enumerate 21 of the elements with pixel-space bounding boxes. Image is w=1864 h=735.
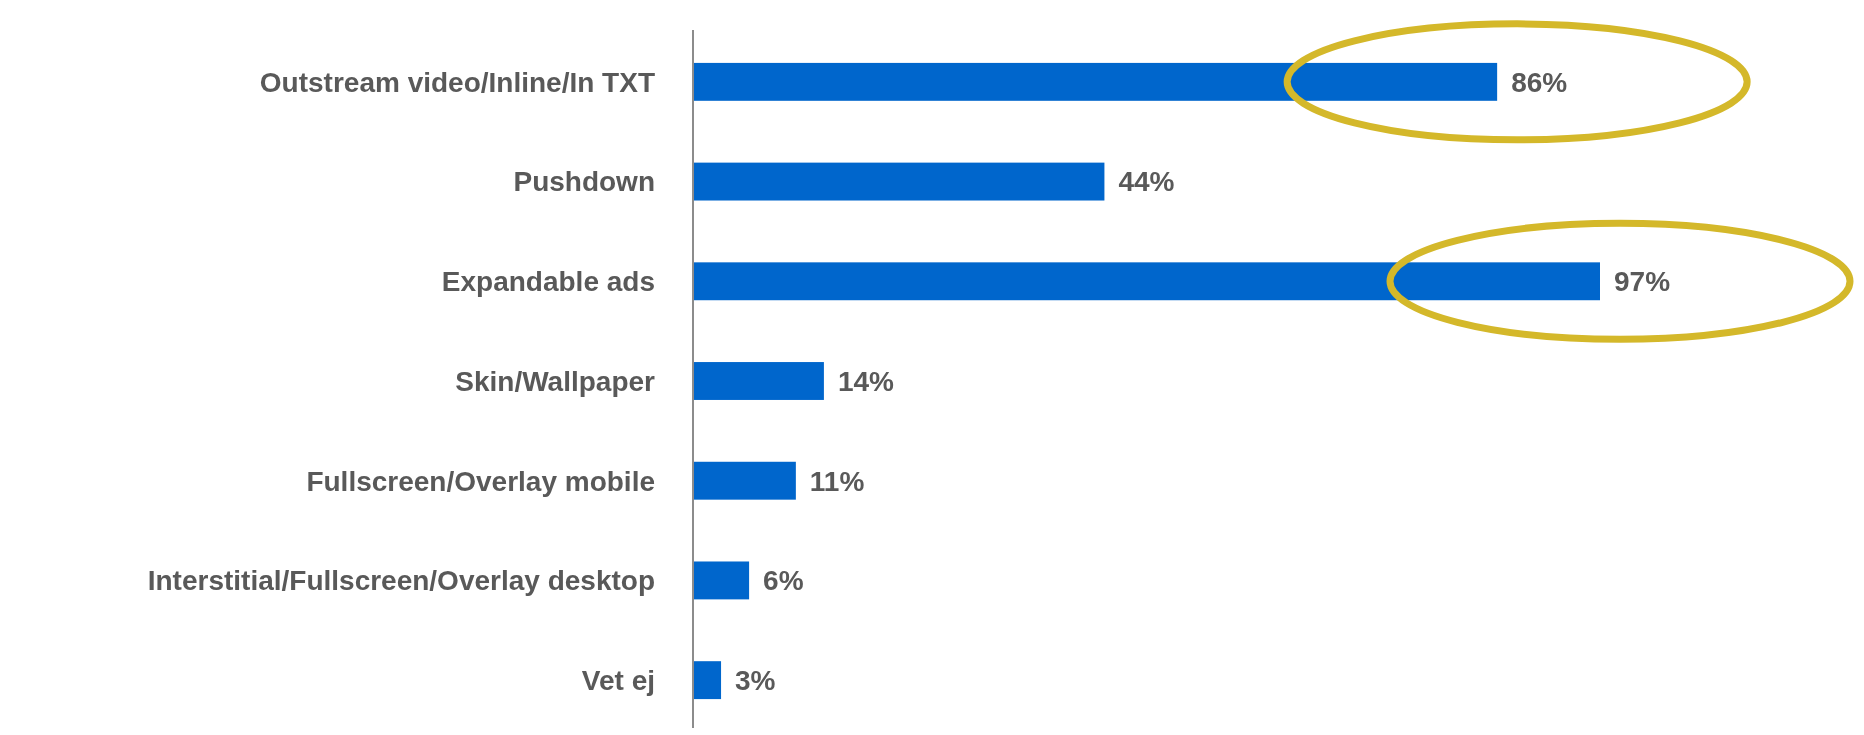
data-label: 97%: [1614, 266, 1671, 298]
y-tick-label: Pushdown: [513, 166, 655, 198]
y-tick-label: Vet ej: [581, 664, 655, 696]
bar: [693, 661, 722, 700]
bar: [693, 362, 824, 400]
y-tick-label: Expandable ads: [441, 266, 655, 298]
bar: [693, 62, 1498, 101]
bar: [693, 461, 796, 500]
data-label: 3%: [735, 664, 776, 696]
y-tick-label: Skin/Wallpaper: [455, 365, 656, 397]
y-tick-label: Fullscreen/Overlay mobile: [306, 465, 655, 497]
data-label: 14%: [837, 365, 895, 397]
bar: [693, 561, 750, 600]
data-label: 6%: [763, 565, 804, 597]
data-label: 44%: [1118, 166, 1175, 198]
data-label: 11%: [809, 465, 865, 497]
bar: [693, 262, 1600, 301]
data-label: 86%: [1511, 66, 1568, 98]
bar: [693, 162, 1105, 201]
y-tick-label: Interstitial/Fullscreen/Overlay desktop: [147, 565, 655, 597]
y-tick-label: Outstream video/Inline/In TXT: [259, 66, 655, 98]
